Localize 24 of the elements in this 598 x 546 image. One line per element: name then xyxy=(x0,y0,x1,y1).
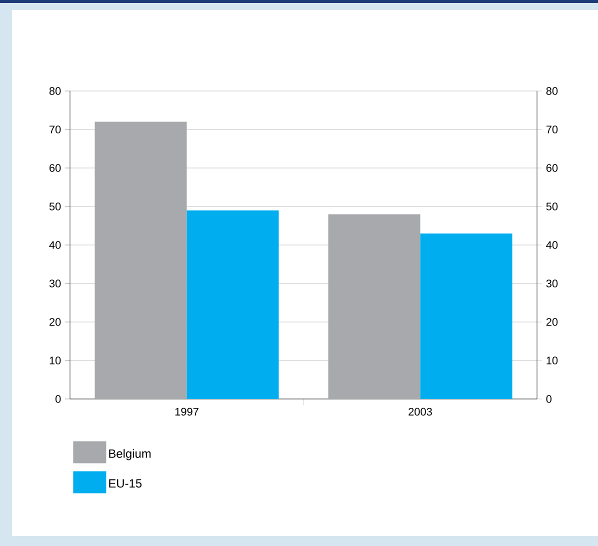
y2-tick-label: 40 xyxy=(546,241,558,249)
y-tick-label: 70 xyxy=(50,126,61,134)
bar xyxy=(420,233,512,399)
y-tick-label: 0 xyxy=(55,395,61,403)
y2-tick-label: 10 xyxy=(546,356,558,364)
y-tick-label: 80 xyxy=(49,87,61,95)
bar xyxy=(186,210,279,399)
y2-tick-label: 70 xyxy=(546,126,558,134)
y2-tick-label: 20 xyxy=(546,318,558,326)
y-tick-label: 50 xyxy=(49,202,61,210)
y-tick-label: 10 xyxy=(50,356,61,364)
y2-tick-label: 80 xyxy=(546,87,558,95)
y2-tick-label: 50 xyxy=(546,202,558,210)
legend-label: Belgium xyxy=(109,449,151,460)
y2-tick-label: 30 xyxy=(546,280,558,288)
x-tick-label: 2003 xyxy=(408,408,432,416)
y-tick-label: 30 xyxy=(49,280,61,288)
y-tick-label: 60 xyxy=(50,164,61,172)
legend-label: EU-15 xyxy=(109,479,142,488)
y-tick-label: 40 xyxy=(49,241,61,249)
y2-tick-label: 0 xyxy=(546,395,552,403)
x-tick-label: 1997 xyxy=(175,408,198,416)
y2-tick-label: 60 xyxy=(546,164,558,172)
y-tick-label: 20 xyxy=(50,318,61,326)
